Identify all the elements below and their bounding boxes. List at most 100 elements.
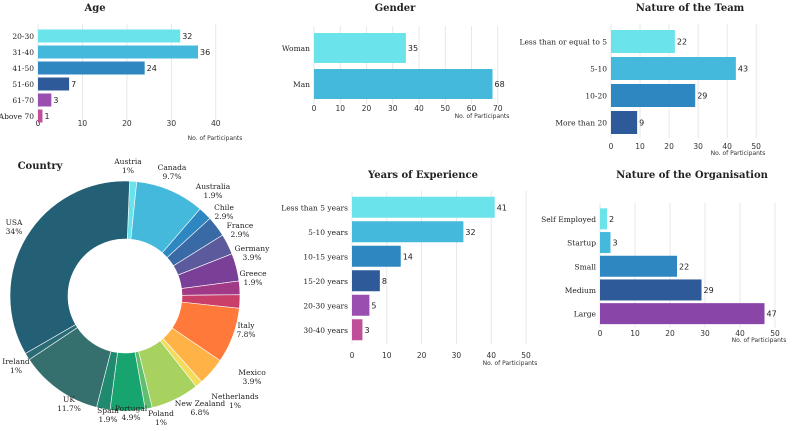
- age-bar: [38, 77, 70, 91]
- age-tick-label: 10: [78, 119, 88, 128]
- age-value-label: 32: [182, 32, 192, 41]
- country-slice-label: UK: [63, 395, 75, 404]
- experience-category-label: Less than 5 years: [281, 203, 348, 212]
- country-slice-label: Austria: [113, 157, 142, 166]
- gender-tick-label: 70: [493, 104, 503, 113]
- gender-chart: 0 10 20 30 40 50 60 70 Gender Woman 35 Man 68 No. of …: [282, 3, 510, 120]
- experience-category-label: 15-20 years: [303, 277, 348, 286]
- gender-value-label: 35: [408, 44, 418, 53]
- team-value-label: 43: [738, 65, 748, 74]
- team-category-label: 5-10: [590, 65, 607, 74]
- country-slice-label: Ireland: [2, 357, 30, 366]
- country-title: Country: [18, 161, 64, 172]
- team-bar: [611, 111, 638, 134]
- country-slice-pct: 1%: [155, 418, 167, 427]
- country-slice-pct: 4.9%: [121, 413, 140, 422]
- gender-tick-label: 30: [388, 104, 398, 113]
- team-value-label: 9: [639, 119, 644, 128]
- age-value-label: 36: [200, 48, 210, 57]
- organisation-category-label: Self Employed: [541, 215, 596, 224]
- country-slice-pct: 11.7%: [57, 404, 81, 413]
- team-tick-label: 20: [664, 142, 674, 151]
- experience-category-label: 10-15 years: [303, 252, 348, 261]
- experience-bar: [352, 270, 380, 292]
- experience-category-label: 5-10 years: [308, 228, 348, 237]
- organisation-bar: [600, 208, 607, 230]
- team-tick-label: 40: [722, 142, 732, 151]
- experience-category-label: 30-40 years: [303, 326, 348, 335]
- experience-tick-label: 20: [417, 351, 427, 360]
- gender-tick-label: 40: [414, 104, 424, 113]
- country-slice-pct: 7.8%: [236, 330, 255, 339]
- country-slice-label: Chile: [214, 203, 234, 212]
- experience-value-label: 14: [403, 252, 413, 261]
- experience-tick-label: 30: [452, 351, 462, 360]
- team-tick-label: 30: [693, 142, 703, 151]
- team-bar: [611, 57, 736, 80]
- country-slice-label: Australia: [195, 182, 231, 191]
- organisation-value-label: 3: [613, 239, 618, 248]
- age-bar: [38, 61, 145, 75]
- country-slice-label: Poland: [148, 409, 174, 418]
- age-tick-label: 0: [36, 119, 41, 128]
- experience-value-label: 3: [364, 326, 369, 335]
- organisation-bar: [600, 303, 765, 325]
- country-slice-pct: 1.9%: [203, 191, 222, 200]
- age-category-label: 61-70: [12, 96, 34, 105]
- gender-category-label: Woman: [282, 44, 310, 53]
- country-slice-label: New Zealand: [175, 399, 226, 408]
- country-slice-pct: 6.8%: [190, 408, 209, 417]
- team-tick-label: 0: [609, 142, 614, 151]
- team-tick-label: 50: [751, 142, 761, 151]
- organisation-value-label: 29: [704, 286, 714, 295]
- organisation-tick-label: 10: [630, 329, 640, 338]
- experience-bar: [352, 221, 464, 243]
- age-category-label: 20-30: [12, 32, 34, 41]
- age-category-label: Above 70: [0, 112, 34, 121]
- team-category-label: 10-20: [585, 92, 607, 101]
- experience-value-label: 41: [497, 203, 507, 212]
- team-title: Nature of the Team: [636, 3, 745, 14]
- organisation-bar: [600, 232, 611, 254]
- country-slice-pct: 2.9%: [214, 212, 233, 221]
- team-bar: [611, 30, 675, 53]
- country-slice-label: France: [227, 221, 254, 230]
- organisation-category-label: Large: [574, 310, 597, 319]
- organisation-value-label: 22: [679, 262, 689, 271]
- gender-value-label: 68: [495, 80, 505, 89]
- gender-tick-label: 0: [312, 104, 317, 113]
- country-slice-label: USA: [6, 218, 23, 227]
- organisation-tick-label: 30: [700, 329, 710, 338]
- country-slice: [9, 180, 130, 354]
- organisation-category-label: Medium: [565, 286, 596, 295]
- team-category-label: More than 20: [555, 119, 607, 128]
- experience-xaxis-label: No. of Participants: [483, 360, 538, 367]
- experience-chart: 0 10 20 30 40 50 Years of Experience Less than …: [281, 170, 537, 367]
- country-slice-label: Mexico: [238, 368, 266, 377]
- organisation-category-label: Small: [574, 262, 596, 271]
- country-slice-label: Italy: [237, 321, 255, 330]
- country-slice-label: Germany: [235, 244, 270, 253]
- experience-value-label: 5: [371, 301, 376, 310]
- age-category-label: 51-60: [12, 80, 34, 89]
- country-slice-pct: 3.9%: [242, 377, 261, 386]
- team-xaxis-label: No. of Participants: [711, 150, 766, 157]
- age-title: Age: [83, 3, 105, 14]
- team-value-label: 22: [677, 38, 687, 47]
- team-value-label: 29: [697, 92, 707, 101]
- gender-bar: [314, 69, 493, 99]
- age-xaxis-label: No. of Participants: [188, 135, 243, 142]
- experience-bar: [352, 196, 495, 218]
- team-tick-label: 10: [635, 142, 645, 151]
- gender-tick-label: 20: [362, 104, 372, 113]
- age-bar: [38, 45, 198, 59]
- experience-tick-label: 50: [521, 351, 531, 360]
- organisation-xaxis-label: No. of Participants: [732, 337, 787, 344]
- age-chart: 0 10 20 30 40 Age 20-30 32 31-40 36 41-50 24 51-60 7 6…: [0, 3, 242, 142]
- team-chart: 0 10 20 30 40 50 Nature of the Team Less than o…: [519, 3, 765, 157]
- country-slice-pct: 1.9%: [98, 415, 117, 424]
- age-bar: [38, 29, 181, 43]
- country-slice-label: Spain: [97, 406, 119, 415]
- age-tick-label: 40: [211, 119, 221, 128]
